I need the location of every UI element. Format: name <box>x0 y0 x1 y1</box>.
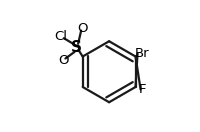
Text: F: F <box>139 83 146 96</box>
Text: O: O <box>77 22 87 35</box>
Text: Cl: Cl <box>54 30 67 43</box>
Text: O: O <box>58 54 69 67</box>
Text: S: S <box>71 40 82 55</box>
Text: Br: Br <box>134 47 149 60</box>
